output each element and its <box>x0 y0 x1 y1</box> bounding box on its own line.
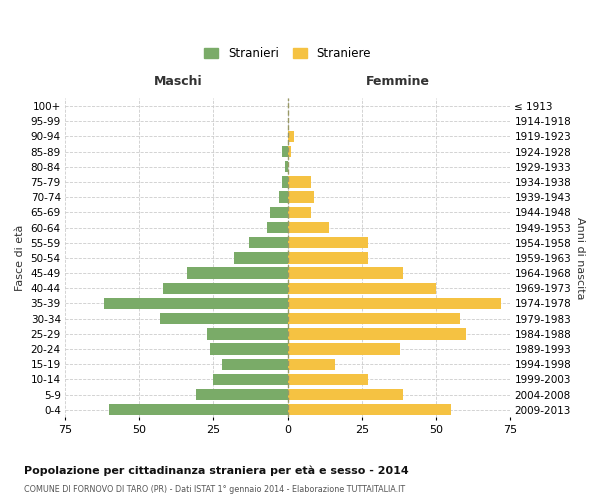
Bar <box>287 206 311 218</box>
Bar <box>284 161 287 172</box>
Bar <box>281 176 287 188</box>
Bar <box>281 146 287 158</box>
Bar <box>287 146 290 158</box>
Bar <box>287 404 451 415</box>
Bar <box>109 404 287 415</box>
Bar <box>287 282 436 294</box>
Y-axis label: Anni di nascita: Anni di nascita <box>575 216 585 299</box>
Bar <box>211 344 287 354</box>
Bar <box>287 222 329 233</box>
Bar <box>249 237 287 248</box>
Bar <box>208 328 287 340</box>
Text: Maschi: Maschi <box>154 75 202 88</box>
Bar <box>163 282 287 294</box>
Bar <box>287 389 403 400</box>
Bar <box>287 344 400 354</box>
Bar <box>287 176 311 188</box>
Bar <box>287 374 368 385</box>
Bar <box>287 192 314 203</box>
Bar <box>160 313 287 324</box>
Text: COMUNE DI FORNOVO DI TARO (PR) - Dati ISTAT 1° gennaio 2014 - Elaborazione TUTTA: COMUNE DI FORNOVO DI TARO (PR) - Dati IS… <box>24 485 405 494</box>
Y-axis label: Fasce di età: Fasce di età <box>15 224 25 291</box>
Bar <box>278 192 287 203</box>
Text: Femmine: Femmine <box>365 75 430 88</box>
Bar <box>234 252 287 264</box>
Bar <box>287 268 403 279</box>
Bar <box>222 358 287 370</box>
Bar <box>196 389 287 400</box>
Bar <box>287 252 368 264</box>
Bar <box>287 130 293 142</box>
Bar <box>287 237 368 248</box>
Bar <box>287 328 466 340</box>
Legend: Stranieri, Straniere: Stranieri, Straniere <box>204 47 371 60</box>
Bar <box>270 206 287 218</box>
Bar <box>287 358 335 370</box>
Bar <box>104 298 287 309</box>
Text: Popolazione per cittadinanza straniera per età e sesso - 2014: Popolazione per cittadinanza straniera p… <box>24 465 409 475</box>
Bar <box>187 268 287 279</box>
Bar <box>287 313 460 324</box>
Bar <box>267 222 287 233</box>
Bar <box>287 298 501 309</box>
Bar <box>214 374 287 385</box>
